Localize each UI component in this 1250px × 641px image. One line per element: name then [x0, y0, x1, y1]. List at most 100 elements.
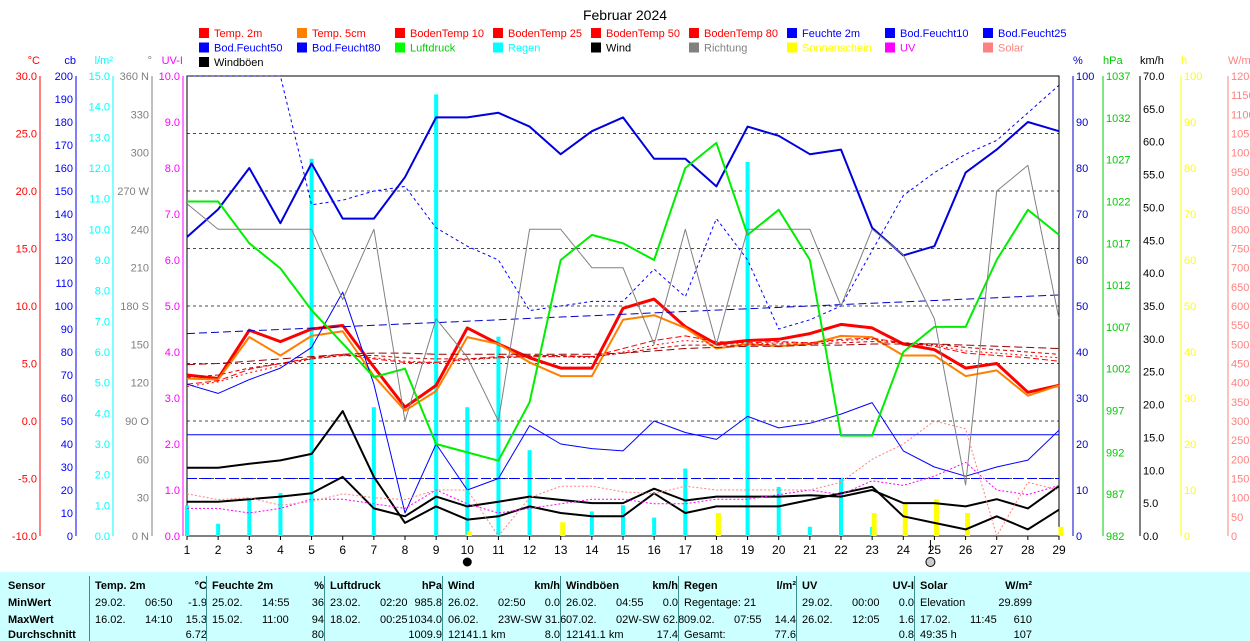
stats-cell: 23.02.	[330, 597, 361, 609]
legend-swatch-luftdruck	[395, 42, 405, 53]
axis-tick-label: 30	[61, 462, 73, 474]
x-axis-ticks: 1 2 3 4 5 6 7 8 9 10 11 12 13 14 15 16 17 18 19 20 21 22 23 24 2…	[184, 536, 1066, 567]
axis-tick-label: 3.0	[95, 439, 110, 451]
stats-cell: 80	[311, 629, 324, 641]
axis-tick-label: 130	[55, 232, 73, 244]
stats-column-windb-en: Windböen km/h 26.02. 04:55 0.0 07.02. 02W-SW 6…	[566, 572, 684, 641]
stats-cell: Gesamt:	[684, 629, 726, 641]
axis-tick-label: 1022	[1106, 196, 1130, 208]
axis-tick-label: 30.0	[16, 71, 37, 83]
stats-cell: 14:55	[262, 597, 290, 609]
axis-unit-hpa: hPa	[1103, 55, 1123, 67]
stats-cell: 09.02.	[684, 614, 715, 626]
stats-cell: 1009.9	[408, 629, 442, 641]
stats-separator	[324, 576, 325, 641]
axis-tick-label: 8.0	[165, 163, 180, 175]
stats-cell: -1.9	[188, 597, 207, 609]
stats-header-unit: hPa	[421, 580, 442, 592]
stats-cell: 94	[311, 614, 324, 626]
axis-tick-label: 50	[1076, 301, 1088, 313]
stats-column-luftdruck: Luftdruck hPa 23.02. 02:20 985.8 18.02. 00:25 1…	[330, 572, 442, 641]
axis-tick-label: 0.0	[22, 416, 37, 428]
axis-tick-label: 70	[1184, 209, 1196, 221]
series-line-wind	[187, 475, 1060, 518]
stats-sensor-column: Sensor MinWert MaxWert Durchschnitt	[8, 572, 88, 641]
axis-tick-label: 100	[1184, 71, 1202, 83]
stats-column-feuchte-2m: Feuchte 2m% 25.02. 14:55 36 15.02. 11:00 94 80	[212, 572, 324, 641]
bar-sonnenschein	[965, 513, 971, 536]
axis-tick-label: 1200	[1231, 71, 1250, 83]
stats-separator	[89, 576, 90, 641]
axis-tick-label: 0 N	[132, 531, 149, 543]
stats-header-title: Temp. 2m	[95, 580, 146, 592]
stats-cell: 11:00	[262, 614, 289, 626]
stats-header-title: Regen	[684, 580, 718, 592]
stats-column-temp-2m: Temp. 2m °C 29.02. 06:50 -1.9 16.02. 14:10 15.3…	[95, 572, 207, 641]
stats-cell: 29.899	[998, 597, 1032, 609]
axis-tick-label: 982	[1106, 531, 1124, 543]
axis-tick-label: 90	[61, 324, 73, 336]
axis-tick-label: 20.0	[16, 186, 37, 198]
bar-regen	[745, 161, 750, 536]
axis-tick-label: 20	[1184, 439, 1196, 451]
axis-tick-label: 10	[61, 508, 73, 520]
legend-swatch-bodentemp-10	[395, 28, 405, 38]
x-tick-label: 9	[433, 543, 440, 557]
axis-tick-label: 80	[61, 347, 73, 359]
stats-cell: 04:55	[616, 597, 644, 609]
bar-regen	[652, 517, 657, 536]
axis-tick-label: 70	[61, 370, 73, 382]
bar-regen	[683, 468, 688, 536]
stats-cell: 0.0	[544, 597, 560, 609]
axis-tick-label: 6.0	[95, 347, 110, 359]
bar-regen	[807, 526, 812, 536]
x-tick-label: 19	[741, 543, 755, 557]
chart-lines	[186, 75, 1060, 537]
axis-unit-km-h: km/h	[1140, 55, 1164, 67]
stats-header-title: Feuchte 2m	[212, 580, 274, 592]
legend-swatch-solar	[983, 42, 993, 53]
axis-tick-label: 55.0	[1143, 170, 1164, 182]
axis-tick-label: 20.0	[1143, 400, 1164, 412]
legend-swatch-bodentemp-80	[689, 28, 699, 38]
legend-swatch-sonnenschein	[787, 42, 797, 53]
axis-unit-w-m: W/m²	[1228, 55, 1250, 67]
axis-tick-label: 300	[1231, 416, 1249, 428]
stats-header-title: Luftdruck	[330, 580, 381, 592]
axis-tick-label: 500	[1231, 339, 1249, 351]
axis-tick-label: 650	[1231, 282, 1249, 294]
legend-swatch-bod-feucht25	[983, 28, 993, 38]
legend-swatch-bodentemp-50	[591, 28, 601, 38]
series-line-bodentemp-25	[186, 338, 1060, 387]
axis-tick-label: -5.0	[18, 474, 37, 486]
axis-tick-label: 15.0	[89, 71, 110, 83]
axis-tick-label: 10.0	[159, 71, 180, 83]
x-tick-label: 24	[897, 543, 911, 557]
stats-row-label-avg: Durchschnitt	[8, 629, 76, 641]
axis-unit-: °	[148, 55, 152, 67]
legend-swatch-uv	[885, 42, 895, 53]
axis-tick-label: 7.0	[165, 209, 180, 221]
legend-label-sonnenschein: Sonnenschein	[802, 43, 872, 55]
stats-cell: 02W-SW 62.8	[616, 614, 685, 626]
stats-cell: 02:50	[498, 597, 526, 609]
axis-tick-label: 987	[1106, 489, 1124, 501]
axis-tick-label: 11.0	[89, 194, 110, 206]
axis-tick-label: 25.0	[1143, 367, 1164, 379]
bar-regen	[216, 523, 221, 536]
axis-tick-label: 12.0	[89, 163, 110, 175]
bar-regen	[839, 477, 843, 536]
axis-tick-label: 50	[1231, 512, 1243, 524]
axis-tick-label: 1.0	[165, 485, 180, 497]
x-tick-label: 4	[277, 543, 284, 557]
x-tick-label: 15	[616, 543, 630, 557]
stats-header-title: Solar	[920, 580, 948, 592]
bar-sonnenschein	[933, 499, 939, 536]
legend-label-wind: Wind	[606, 43, 631, 55]
bar-sonnenschein	[902, 503, 908, 536]
new-moon-icon	[925, 557, 936, 567]
stats-cell: 12141.1 km	[448, 629, 506, 641]
axis-tick-label: 950	[1231, 167, 1249, 179]
axis-tick-label: 45.0	[1143, 235, 1164, 247]
axis-tick-label: 110	[55, 278, 73, 290]
